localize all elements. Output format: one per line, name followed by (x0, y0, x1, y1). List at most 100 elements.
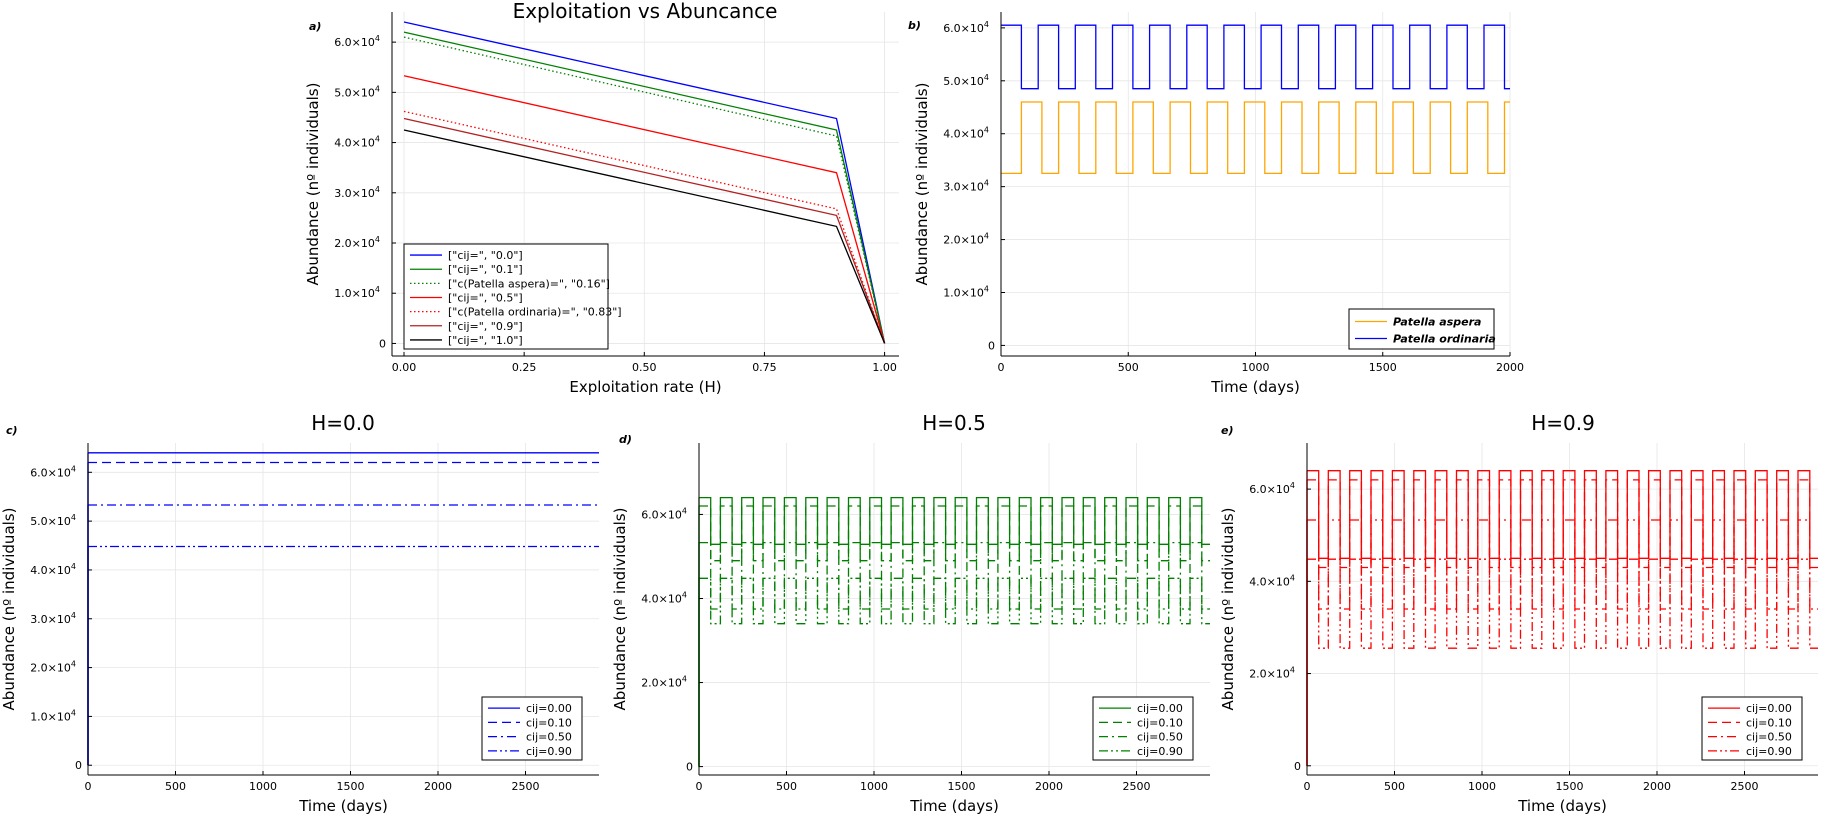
y-tick-label: 4.0×104 (334, 135, 380, 150)
y-tick-label: 0 (379, 337, 386, 350)
x-tick-label: 1000 (1242, 361, 1270, 374)
panel-3: 0 500 1000 1500 2000 2500 0 1.0×104 2.0×104 3.0×1… (0, 411, 599, 815)
x-tick-label: 2000 (1035, 780, 1063, 793)
series-line (699, 541, 1210, 610)
y-tick-label: 5.0×104 (30, 513, 76, 528)
y-tick-label: 1.0×104 (943, 284, 989, 299)
panel-label: c) (6, 424, 18, 437)
series-line (403, 21, 886, 344)
x-tick-label: 1.00 (872, 361, 897, 374)
legend-label: ["cij=", "0.5"] (448, 292, 523, 305)
series-line (1307, 519, 1818, 610)
panel-1: 0.00 0.25 0.50 0.75 1.00 0 1.0×104 2.0×104 3.0×1… (304, 0, 899, 396)
series-line (403, 117, 886, 344)
legend-label: ["cij=", "0.1"] (448, 263, 523, 276)
legend-label: ["c(Patella ordinaria)=", "0.83"] (448, 306, 622, 319)
series-line (403, 129, 886, 344)
x-tick-label: 500 (1118, 361, 1139, 374)
chart-title: H=0.5 (922, 411, 986, 435)
series-line (1307, 558, 1818, 649)
x-tick-label: 2500 (1731, 780, 1759, 793)
panel-label: e) (1221, 424, 1234, 437)
x-tick-label: 0.25 (512, 361, 537, 374)
x-tick-label: 1000 (860, 780, 888, 793)
y-tick-label: 3.0×104 (943, 179, 989, 194)
y-tick-label: 0 (988, 339, 995, 352)
legend-label: cij=0.00 (526, 702, 572, 715)
x-axis-label: Time (days) (1210, 378, 1300, 396)
legend-label: cij=0.10 (526, 716, 572, 729)
x-tick-label: 2000 (1496, 361, 1524, 374)
legend-label: cij=0.90 (526, 745, 572, 758)
y-axis-label: Abundance (nº individuals) (1219, 508, 1237, 711)
legend-label: cij=0.00 (1746, 702, 1792, 715)
y-axis-label: Abundance (nº individuals) (913, 83, 931, 286)
y-tick-label: 6.0×104 (641, 506, 687, 521)
panel-label: a) (309, 20, 321, 33)
panel-label: b) (908, 19, 921, 32)
y-tick-label: 2.0×104 (30, 660, 76, 675)
legend-label: Patella aspera (1393, 316, 1481, 329)
legend-box (1348, 308, 1495, 350)
y-tick-label: 0 (686, 761, 693, 774)
x-tick-label: 500 (1384, 780, 1405, 793)
x-tick-label: 0 (998, 361, 1005, 374)
x-axis-label: Time (days) (298, 797, 388, 815)
x-tick-label: 0.75 (752, 361, 777, 374)
y-tick-label: 6.0×104 (1249, 481, 1295, 496)
y-axis-label: Abundance (nº individuals) (0, 508, 18, 711)
x-tick-label: 0.50 (632, 361, 657, 374)
legend-label: cij=0.90 (1137, 745, 1183, 758)
legend-label: cij=0.50 (1137, 731, 1183, 744)
legend-label: ["cij=", "1.0"] (448, 334, 523, 347)
x-tick-label: 1500 (948, 780, 976, 793)
y-tick-label: 2.0×104 (1249, 666, 1295, 681)
x-tick-label: 0 (85, 780, 92, 793)
x-tick-label: 0 (696, 780, 703, 793)
y-tick-label: 5.0×104 (943, 73, 989, 88)
y-tick-label: 2.0×104 (943, 232, 989, 247)
x-tick-label: 1000 (1468, 780, 1496, 793)
legend-label: Patella ordinaria (1393, 333, 1496, 346)
x-tick-label: 2000 (1643, 780, 1671, 793)
series-line (403, 75, 886, 344)
legend-box (403, 243, 609, 350)
series-line (403, 31, 886, 344)
panel-label: d) (619, 433, 632, 446)
y-tick-label: 2.0×104 (641, 675, 687, 690)
y-tick-label: 4.0×104 (641, 590, 687, 605)
x-tick-label: 2500 (512, 780, 540, 793)
panel-5: 0 500 1000 1500 2000 2500 0 2.0×104 4.0×104 6.0×1… (1219, 411, 1818, 815)
y-tick-label: 4.0×104 (30, 562, 76, 577)
legend-label: ["cij=", "0.0"] (448, 249, 523, 262)
y-axis-label: Abundance (nº individuals) (611, 508, 629, 711)
series-line (1307, 479, 1818, 569)
x-tick-label: 1500 (1556, 780, 1584, 793)
x-tick-label: 1000 (249, 780, 277, 793)
series-line (699, 577, 1210, 625)
y-tick-label: 6.0×104 (334, 34, 380, 49)
y-tick-label: 0 (1294, 760, 1301, 773)
legend-label: cij=0.00 (1137, 702, 1183, 715)
x-tick-label: 500 (776, 780, 797, 793)
x-tick-label: 0.00 (392, 361, 417, 374)
chart-title: Exploitation vs Abuncance (513, 0, 778, 23)
x-tick-label: 2500 (1123, 780, 1151, 793)
y-tick-label: 0 (75, 759, 82, 772)
y-axis-label: Abundance (nº individuals) (304, 83, 322, 286)
legend-label: ["c(Patella aspera)=", "0.16"] (448, 277, 610, 290)
chart-title: H=0.9 (1531, 411, 1595, 435)
chart-title: H=0.0 (311, 411, 375, 435)
legend-label: ["cij=", "0.9"] (448, 320, 523, 333)
legend-label: cij=0.10 (1137, 716, 1183, 729)
legend-label: cij=0.50 (526, 731, 572, 744)
series-line (699, 505, 1210, 562)
x-tick-label: 2000 (424, 780, 452, 793)
y-tick-label: 6.0×104 (943, 20, 989, 35)
x-tick-label: 1500 (337, 780, 365, 793)
panel-4: 0 500 1000 1500 2000 2500 0 2.0×104 4.0×104 6.0×1… (611, 411, 1210, 815)
y-tick-label: 4.0×104 (1249, 573, 1295, 588)
series-line (1001, 101, 1510, 175)
legend-label: cij=0.90 (1746, 745, 1792, 758)
